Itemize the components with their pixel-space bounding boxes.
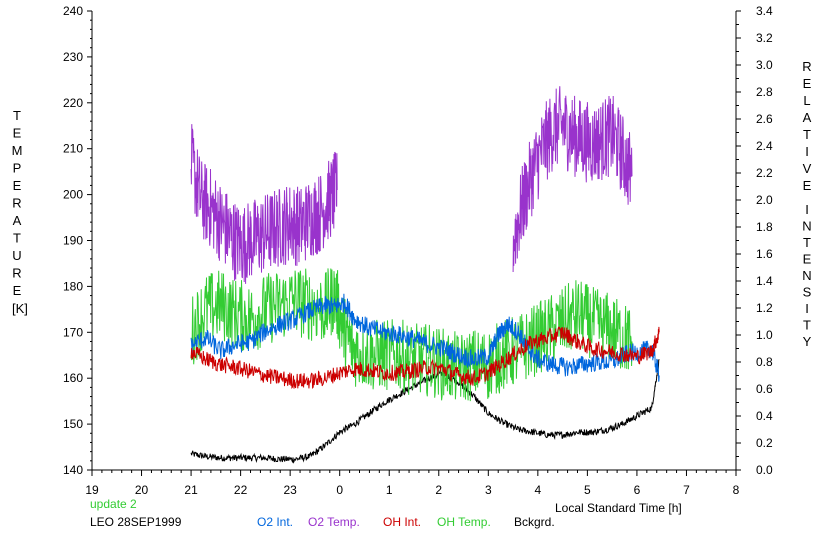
right-tick-label: 2.4 (756, 139, 773, 153)
left-label-char: E (13, 283, 22, 298)
right-label-char: E (803, 252, 812, 267)
right-tick-label: 0.0 (756, 463, 773, 477)
left-tick-label: 170 (63, 325, 83, 339)
left-tick-label: 160 (63, 371, 83, 385)
right-tick-label: 0.6 (756, 382, 773, 396)
right-tick-label: 0.4 (756, 409, 773, 423)
left-label-char: A (13, 213, 22, 228)
right-label-char: T (803, 318, 811, 333)
right-tick-label: 1.8 (756, 220, 773, 234)
axes: 1401501601701801902002102202302400.00.20… (63, 4, 773, 497)
left-label-char: E (13, 178, 22, 193)
right-tick-label: 3.4 (756, 4, 773, 18)
right-label-char: A (803, 110, 812, 125)
series-line (190, 124, 338, 284)
right-tick-label: 2.0 (756, 193, 773, 207)
left-label-char: U (12, 248, 21, 263)
update-note: update 2 (90, 497, 137, 511)
series-line (190, 326, 660, 389)
bottom-tick-label: 5 (584, 483, 591, 497)
bottom-tick-label: 4 (535, 483, 542, 497)
legend-o2-temp: O2 Temp. (308, 515, 360, 529)
right-label-char: Y (803, 334, 812, 349)
left-tick-label: 230 (63, 50, 83, 64)
right-label-char: E (803, 178, 812, 193)
bottom-tick-label: 21 (184, 483, 198, 497)
right-tick-label: 2.8 (756, 85, 773, 99)
left-label-char: M (12, 143, 23, 158)
right-tick-label: 1.6 (756, 247, 773, 261)
bottom-tick-label: 6 (634, 483, 641, 497)
right-tick-label: 0.2 (756, 436, 773, 450)
legend-oh-temp: OH Temp. (437, 515, 491, 529)
right-tick-label: 1.2 (756, 301, 773, 315)
legend-bckgrd: Bckgrd. (514, 515, 555, 529)
series-line (512, 86, 633, 273)
left-tick-label: 190 (63, 234, 83, 248)
right-tick-label: 1.0 (756, 328, 773, 342)
right-label-char: E (803, 76, 812, 91)
left-tick-label: 200 (63, 188, 83, 202)
left-label-char: T (13, 231, 21, 246)
plot-area (190, 86, 660, 464)
left-label-char: T (13, 108, 21, 123)
bottom-tick-label: 3 (485, 483, 492, 497)
left-label-char: P (13, 161, 22, 176)
left-tick-label: 220 (63, 96, 83, 110)
x-axis-label: Local Standard Time [h] (555, 501, 682, 515)
left-tick-label: 240 (63, 4, 83, 18)
right-tick-label: 0.8 (756, 355, 773, 369)
bottom-tick-label: 2 (435, 483, 442, 497)
right-label-char: T (803, 127, 811, 142)
bottom-tick-label: 8 (733, 483, 740, 497)
left-label-char: R (12, 266, 21, 281)
right-label-char: S (803, 285, 812, 300)
bottom-tick-label: 0 (336, 483, 343, 497)
right-label-char: T (803, 235, 811, 250)
bottom-tick-label: 19 (85, 483, 99, 497)
right-label-char: N (802, 219, 811, 234)
right-label-char: L (803, 93, 810, 108)
right-label-char: R (802, 59, 811, 74)
legend-o2-int: O2 Int. (257, 515, 294, 529)
bottom-tick-label: 22 (234, 483, 248, 497)
right-tick-label: 2.2 (756, 166, 773, 180)
left-tick-label: 140 (63, 463, 83, 477)
legend-oh-int: OH Int. (383, 515, 422, 529)
right-tick-label: 3.0 (756, 58, 773, 72)
right-tick-label: 1.4 (756, 274, 773, 288)
left-label-char: E (13, 126, 22, 141)
right-label-char: N (802, 268, 811, 283)
series-line (190, 268, 633, 402)
left-tick-label: 150 (63, 417, 83, 431)
bottom-tick-label: 23 (283, 483, 297, 497)
series-line (190, 359, 660, 464)
left-label-char: R (12, 196, 21, 211)
left-tick-label: 210 (63, 142, 83, 156)
bottom-tick-label: 1 (386, 483, 393, 497)
right-tick-label: 3.2 (756, 31, 773, 45)
left-axis-unit: [K] (12, 301, 28, 316)
right-label-char: V (803, 161, 812, 176)
bottom-tick-label: 7 (683, 483, 690, 497)
series-line (190, 293, 660, 382)
right-label-char: I (805, 144, 809, 159)
station-label: LEO 28SEP1999 (90, 515, 182, 529)
bottom-tick-label: 20 (135, 483, 149, 497)
right-label-char: I (805, 202, 809, 217)
right-label-char: I (805, 301, 809, 316)
right-tick-label: 2.6 (756, 112, 773, 126)
left-tick-label: 180 (63, 279, 83, 293)
